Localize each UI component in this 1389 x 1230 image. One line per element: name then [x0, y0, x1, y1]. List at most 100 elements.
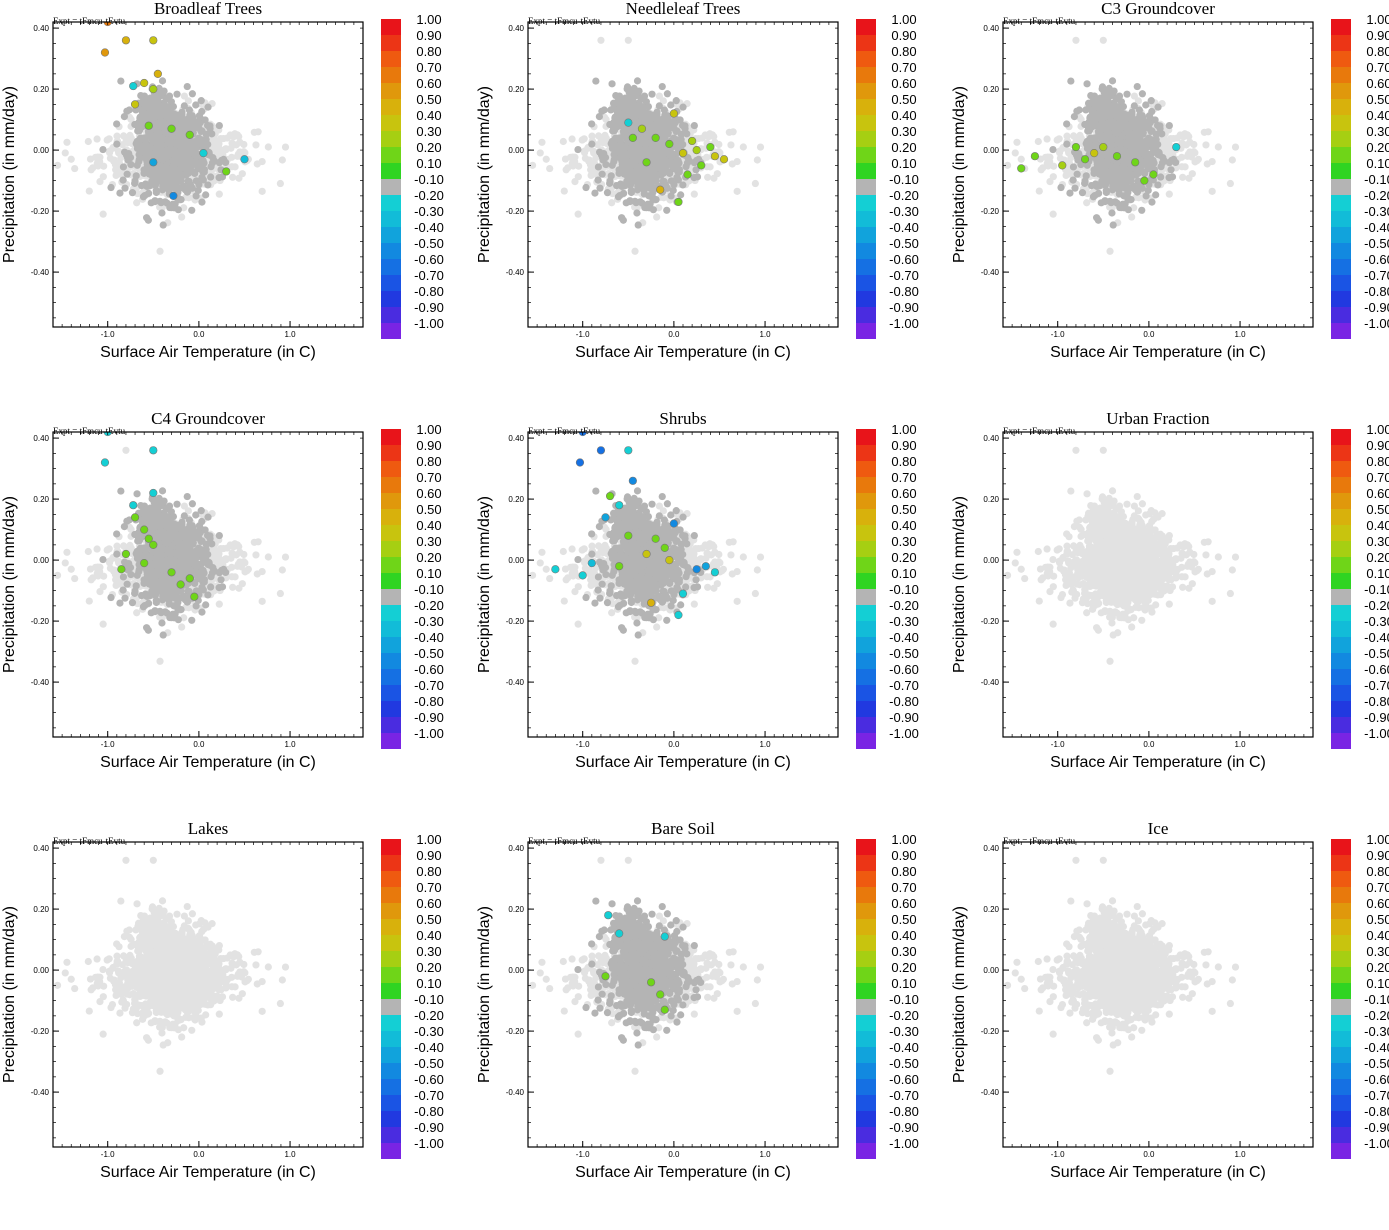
- neutral-point: [684, 159, 691, 166]
- neutral-point: [1049, 146, 1056, 153]
- neutral-point: [1063, 141, 1070, 148]
- y-tick-label: 0.40: [508, 24, 524, 33]
- colorbar-tick-label: 0.80: [416, 44, 441, 59]
- neutral-point: [158, 209, 165, 216]
- background-point: [1166, 191, 1173, 198]
- neutral-point: [1157, 173, 1164, 180]
- background-point: [124, 139, 131, 146]
- colorbar-swatch: [856, 67, 876, 83]
- colorbar-tick-label: -0.50: [414, 236, 444, 251]
- neutral-point: [646, 124, 653, 131]
- background-point: [587, 166, 594, 173]
- background-point: [514, 137, 521, 144]
- colorbar-swatch: [381, 147, 401, 163]
- background-point: [1229, 156, 1236, 163]
- neutral-point: [667, 101, 674, 108]
- background-point: [1128, 213, 1135, 220]
- neutral-point: [169, 148, 176, 155]
- colorbar-tick-label: -0.20: [889, 188, 919, 203]
- neutral-point: [670, 181, 677, 188]
- neutral-point: [158, 199, 165, 206]
- colorbar-tick-label: 0.50: [891, 92, 916, 107]
- chart-title: Needleleaf Trees: [626, 0, 741, 18]
- background-point: [568, 135, 575, 142]
- colorbar-tick-label: -0.30: [414, 204, 444, 219]
- colorbar-swatch: [856, 51, 876, 67]
- neutral-point: [202, 136, 209, 143]
- background-point: [575, 163, 582, 170]
- x-tick-label: -1.0: [101, 330, 115, 339]
- neutral-point: [153, 189, 160, 196]
- background-point: [1202, 141, 1209, 148]
- neutral-point: [632, 163, 639, 170]
- neutral-point: [147, 170, 154, 177]
- background-point: [227, 145, 234, 152]
- neutral-point: [611, 155, 618, 162]
- background-point: [85, 138, 92, 145]
- neutral-point: [601, 106, 608, 113]
- data-point: [140, 79, 148, 87]
- data-point: [693, 146, 701, 154]
- data-point: [129, 82, 137, 90]
- neutral-point: [120, 163, 127, 170]
- neutral-point: [669, 151, 676, 158]
- background-point: [1179, 174, 1186, 181]
- data-point: [241, 155, 249, 163]
- data-point: [624, 119, 632, 127]
- colorbar-tick-label: 0.20: [416, 140, 441, 155]
- colorbar-swatch: [856, 179, 876, 195]
- colorbar-swatch: [381, 275, 401, 291]
- neutral-point: [124, 154, 131, 161]
- colorbar-tick-label: -1.00: [414, 316, 444, 331]
- neutral-point: [624, 111, 631, 118]
- background-point: [706, 130, 713, 137]
- background-point: [229, 174, 236, 181]
- colorbar-tick-label: -0.20: [414, 188, 444, 203]
- background-point: [63, 139, 70, 146]
- neutral-point: [633, 199, 640, 206]
- neutral-point: [190, 169, 197, 176]
- background-point: [156, 248, 163, 255]
- neutral-point: [588, 141, 595, 148]
- background-point: [625, 37, 632, 44]
- background-point: [1012, 149, 1019, 156]
- neutral-point: [624, 160, 631, 167]
- colorbar-tick-label: 0.20: [891, 140, 916, 155]
- colorbar-swatch: [856, 259, 876, 275]
- background-point: [1166, 147, 1173, 154]
- background-point: [112, 166, 119, 173]
- neutral-point: [173, 91, 180, 98]
- background-point: [255, 128, 262, 135]
- colorbar-swatch: [381, 35, 401, 51]
- neutral-point: [631, 85, 638, 92]
- colorbar-swatch: [381, 307, 401, 323]
- neutral-point: [164, 137, 171, 144]
- neutral-point: [667, 159, 674, 166]
- neutral-point: [141, 192, 148, 199]
- colorbar-swatch: [856, 243, 876, 259]
- background-point: [1227, 180, 1234, 187]
- background-point: [597, 37, 604, 44]
- colorbar-swatch: [856, 147, 876, 163]
- colorbar-tick-label: -0.10: [414, 172, 444, 187]
- neutral-point: [645, 203, 652, 210]
- neutral-point: [188, 207, 195, 214]
- colorbar-swatch: [381, 227, 401, 243]
- background-point: [282, 143, 289, 150]
- neutral-point: [157, 163, 164, 170]
- neutral-point: [149, 111, 156, 118]
- y-tick-label: -0.40: [506, 268, 525, 277]
- neutral-point: [582, 184, 589, 191]
- plot-area: [989, 37, 1239, 255]
- colorbar-tick-label: -1.00: [889, 316, 919, 331]
- neutral-point: [201, 166, 208, 173]
- background-point: [259, 188, 266, 195]
- plot-area: [514, 37, 764, 255]
- colorbar-tick-label: 0.50: [416, 92, 441, 107]
- neutral-point: [614, 107, 621, 114]
- neutral-point: [673, 128, 680, 135]
- neutral-point: [136, 115, 143, 122]
- background-point: [1190, 141, 1197, 148]
- neutral-point: [661, 178, 668, 185]
